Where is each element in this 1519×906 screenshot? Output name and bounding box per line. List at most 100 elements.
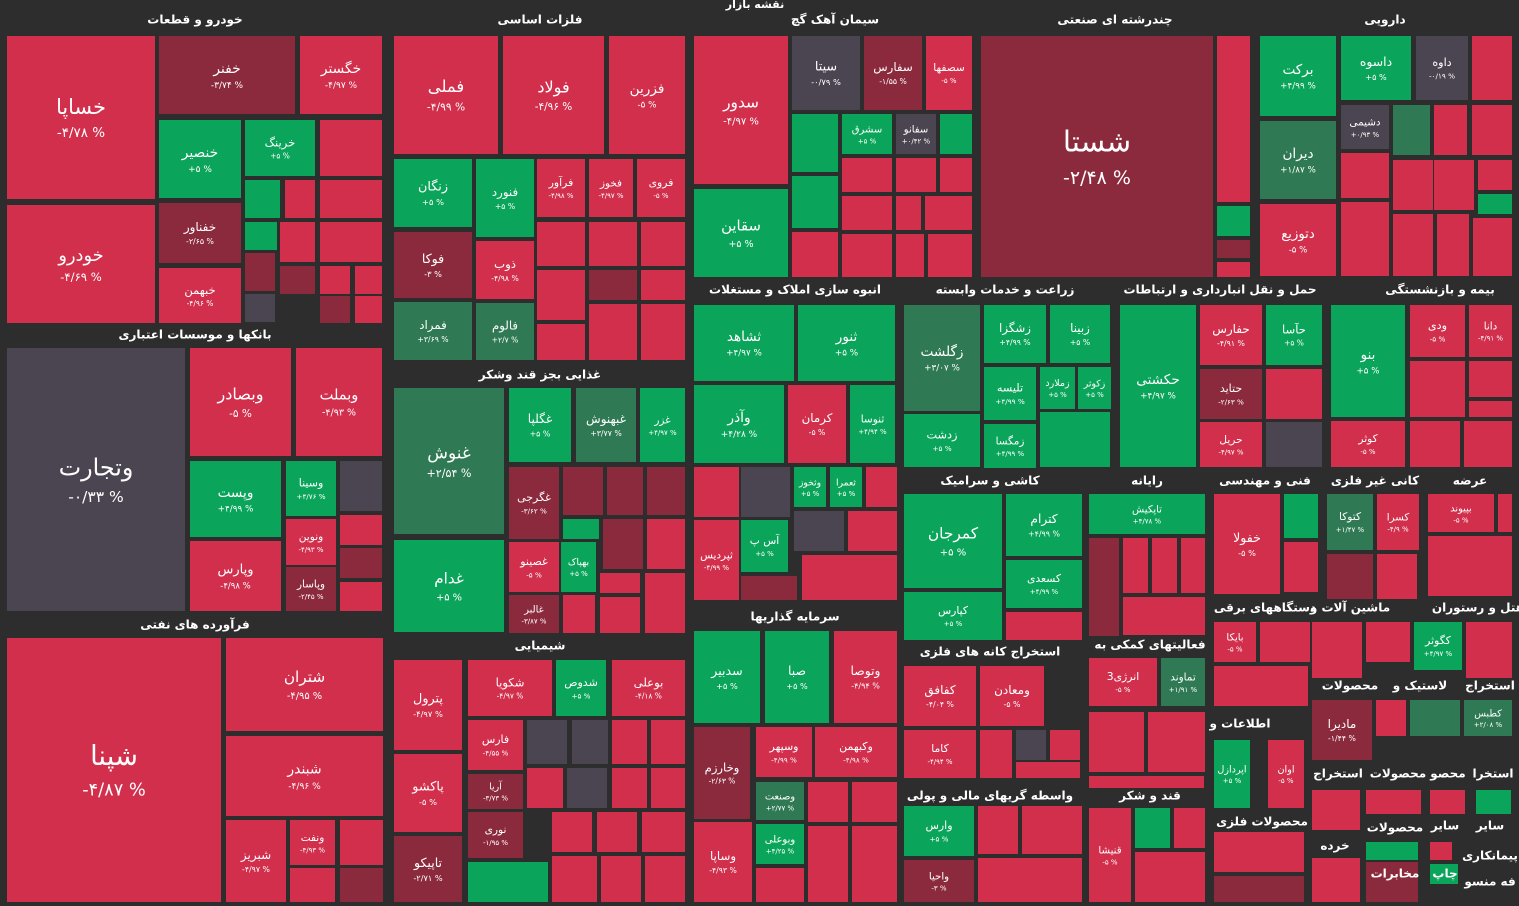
tile-value: +۴/۲۵ %	[766, 848, 795, 856]
tile	[561, 542, 596, 592]
tile-value: +۴/۹۹ %	[1028, 530, 1060, 539]
tile-value: -۱/۴۴ %	[1328, 734, 1356, 743]
tile	[394, 36, 498, 154]
tile-label: بپیوند	[1450, 504, 1472, 515]
tile-label: خگستر	[320, 60, 361, 77]
tile	[756, 727, 812, 777]
tile	[694, 305, 794, 381]
tile	[928, 234, 972, 277]
group-label: فرآورده های نفتی	[140, 617, 249, 633]
tile	[896, 158, 936, 192]
tile-label: کفافق	[924, 683, 955, 698]
tile-label: وپارس	[217, 563, 253, 578]
tile	[1466, 622, 1512, 678]
group-label: عرضه	[1453, 474, 1488, 488]
tile-label: قنیشا	[1098, 845, 1121, 856]
tile-value: -۴/۰۴ %	[926, 700, 954, 709]
group-label: استخراج کانه های فلزی	[920, 645, 1061, 659]
tile	[834, 631, 897, 723]
tile	[1006, 494, 1082, 556]
tile-label: خفولا	[1233, 530, 1261, 546]
tile	[1428, 536, 1512, 596]
tile-value: +۲/۷ %	[492, 335, 519, 344]
tile-value: +۴/۹۴ %	[858, 428, 887, 436]
tile	[1498, 494, 1512, 532]
tile	[741, 576, 797, 600]
tile	[1050, 730, 1080, 760]
tile-value: +۴/۹۹ %	[999, 338, 1030, 347]
tile-label: غدام	[434, 570, 464, 588]
tile	[1416, 36, 1468, 100]
tile	[794, 511, 844, 551]
tile-value: -۰/۷۹ %	[811, 77, 841, 87]
tile-value: +۴/۹۹ %	[995, 397, 1025, 406]
group-label: سایر	[1475, 819, 1504, 833]
tile-label: زکوثر	[1083, 378, 1105, 389]
tile	[642, 812, 685, 852]
tile	[1266, 305, 1322, 365]
tile	[563, 467, 603, 515]
tile	[1312, 858, 1360, 902]
tile-label: زگلشت	[920, 343, 963, 360]
tile-value: -۴/۹۳ %	[298, 546, 323, 554]
tile-value: +۵ %	[495, 202, 515, 211]
tile	[651, 768, 685, 808]
tile	[980, 666, 1044, 726]
tile	[394, 302, 472, 360]
tile-label: حتاید	[1220, 382, 1242, 395]
tile-label: خبهمن	[184, 283, 215, 298]
tile	[1472, 36, 1512, 100]
tile	[1437, 214, 1469, 276]
tile-value: +۰/۴۲ %	[902, 138, 931, 146]
tile	[794, 467, 826, 507]
tile-value: +۳/۷۷ %	[590, 429, 622, 438]
tile-value: +۵ %	[728, 239, 753, 250]
tile	[1016, 762, 1080, 778]
tile	[637, 159, 685, 217]
tile	[808, 826, 848, 902]
tile-label: سیتا	[815, 60, 837, 75]
tile-value: +۵ %	[801, 490, 820, 498]
tile	[394, 388, 504, 534]
tile	[641, 304, 685, 360]
tile	[537, 324, 585, 360]
group-label: حمل و نقل انبارداری و ارتباطات	[1124, 283, 1317, 298]
tile-value: -۵ %	[809, 428, 826, 437]
tile	[1476, 790, 1511, 814]
tile	[572, 720, 608, 764]
tile	[290, 820, 335, 865]
tile	[1214, 832, 1304, 872]
tile-value: +۵ %	[786, 681, 808, 691]
tile-label: ثعمرا	[836, 477, 856, 488]
tile	[842, 114, 892, 154]
tile-label: غگلپا	[528, 412, 553, 426]
tile	[756, 868, 804, 902]
tile	[300, 36, 382, 114]
tile	[694, 36, 788, 184]
tile-label: حکشتی	[1136, 372, 1179, 388]
tile-value: -۰/۳۳ %	[68, 488, 123, 506]
tile-label: فرآور	[548, 175, 574, 189]
tile	[842, 196, 892, 230]
tile-value: +۳/۶۹ %	[417, 335, 448, 344]
group-label: سیمان آهک گچ	[791, 12, 879, 27]
tile-value: -۴/۹۵ %	[287, 691, 322, 702]
tile	[1217, 206, 1250, 236]
tile-label: سفانو	[903, 125, 928, 136]
tile	[756, 824, 804, 864]
tile-value: -۴/۶۹ %	[60, 270, 101, 284]
tile	[1161, 658, 1205, 706]
tile-label: حآسا	[1282, 322, 1306, 336]
group-label: پیمانکاری	[1462, 849, 1518, 863]
tile-label: وآذر	[726, 409, 750, 426]
tile-value: -۴/۹۶ %	[535, 101, 573, 113]
tile	[1331, 421, 1405, 467]
tile	[792, 36, 860, 110]
tile	[7, 638, 221, 902]
tile	[320, 296, 350, 323]
tile	[1260, 204, 1336, 276]
tile	[1414, 622, 1462, 670]
tile-value: -۲/۶۳ %	[1218, 397, 1244, 406]
tile	[320, 180, 382, 218]
